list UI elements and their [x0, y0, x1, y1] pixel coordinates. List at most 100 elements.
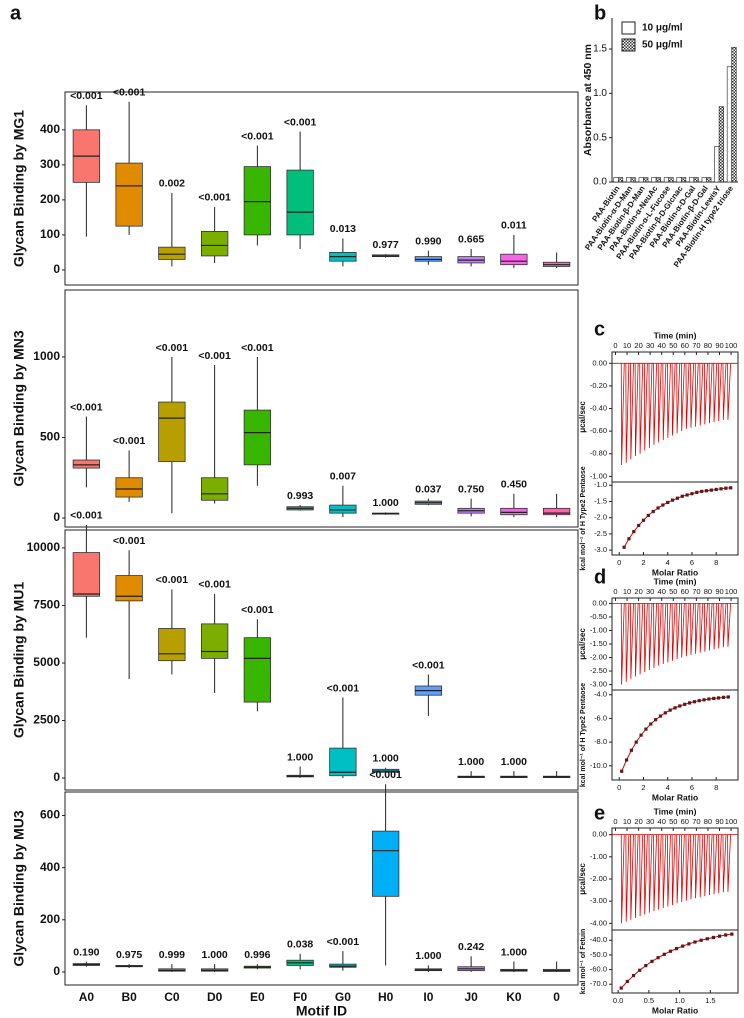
box — [500, 507, 528, 516]
injection-peak — [708, 834, 713, 895]
p-value: 0.977 — [372, 239, 398, 251]
x-tick-label: 4 — [666, 783, 670, 792]
injection-peak — [653, 834, 658, 912]
data-point — [651, 509, 655, 514]
box — [243, 637, 272, 703]
injection-peak — [648, 603, 653, 670]
injection-peak — [639, 363, 644, 454]
data-point — [637, 523, 641, 528]
legend-label: 10 μg/ml — [642, 23, 683, 34]
x-axis-label: Molar Ratio — [652, 1005, 698, 1015]
x-tick-label: 90 — [715, 587, 723, 596]
panel-letter: b — [594, 2, 606, 24]
x-tick-label: 60 — [681, 587, 689, 596]
x-tick-label: 30 — [646, 817, 654, 826]
data-point — [683, 702, 687, 706]
x-axis-label: Time (min) — [654, 806, 697, 816]
p-value: 0.007 — [330, 471, 356, 483]
x-axis-label: Molar Ratio — [652, 792, 698, 802]
data-point — [620, 769, 624, 773]
data-point — [624, 758, 629, 762]
p-value: <0.001 — [369, 769, 402, 781]
x-tick-label: 70 — [692, 587, 700, 596]
y-tick-label: -2.0 — [594, 513, 607, 522]
x-tick-label: 40 — [658, 587, 666, 596]
y-tick-label: -1.0 — [594, 480, 607, 489]
x-tick-label: K0 — [506, 990, 522, 1004]
bar — [726, 66, 733, 183]
x-tick-label: 0 — [613, 817, 617, 826]
y-axis-label: Glycan Binding by MG1 — [11, 110, 27, 267]
data-point — [649, 722, 653, 726]
injection-peak — [727, 363, 732, 420]
p-value: 0.242 — [458, 941, 484, 953]
injection-peak — [704, 363, 708, 425]
injection-peak — [634, 834, 639, 919]
p-value: <0.001 — [241, 130, 274, 142]
injection-peak — [648, 834, 653, 913]
bar — [693, 177, 699, 183]
p-value: 0.996 — [244, 949, 270, 961]
injection-peak — [680, 363, 685, 432]
injection-peak — [620, 603, 625, 685]
p-value: <0.001 — [198, 579, 231, 591]
y-tick-label: 0 — [53, 964, 60, 978]
injection-peak — [671, 603, 676, 661]
bar — [689, 177, 695, 183]
p-value: 1.000 — [458, 756, 484, 768]
x-tick-label: 10 — [623, 341, 631, 350]
plot-frame — [611, 689, 739, 781]
y-tick-label: 0 — [53, 770, 60, 784]
data-point — [712, 696, 716, 701]
y-tick-label: -3.00 — [590, 680, 607, 689]
y-tick-label: 0.0 — [593, 177, 607, 188]
x-tick-label: J0 — [464, 990, 478, 1004]
injection-peak — [662, 363, 667, 441]
y-axis-label: Glycan Binding by MU3 — [11, 810, 27, 967]
bar — [701, 177, 707, 183]
data-point — [650, 959, 654, 963]
data-point — [680, 494, 684, 498]
y-axis-label: Glycan Binding by MU1 — [11, 582, 27, 739]
data-point — [631, 973, 636, 978]
p-value: <0.001 — [113, 535, 146, 547]
injection-peak — [639, 834, 644, 917]
x-tick-label: 70 — [692, 817, 700, 826]
plot-frame — [64, 791, 579, 986]
data-point — [678, 704, 682, 708]
data-point — [707, 697, 711, 701]
x-tick-label: 60 — [681, 817, 689, 826]
box — [329, 747, 357, 777]
p-value: 0.037 — [415, 483, 441, 495]
x-tick-label: 0.0 — [613, 996, 623, 1005]
injection-peak — [717, 834, 722, 894]
data-point — [670, 498, 675, 502]
data-point — [668, 708, 672, 712]
injection-peak — [620, 834, 625, 924]
injection-peak — [657, 603, 662, 666]
fit-curve — [620, 933, 732, 989]
x-tick-label: 1.5 — [705, 996, 715, 1005]
injection-peak — [667, 363, 671, 438]
injection-peak — [625, 834, 630, 922]
data-point — [695, 490, 699, 494]
y-tick-label: 0.00 — [592, 358, 607, 367]
injection-peak — [676, 834, 681, 904]
injection-peak — [708, 363, 713, 424]
x-tick-label: 0.5 — [644, 996, 654, 1005]
bar — [651, 177, 657, 183]
y-tick-label: 0.5 — [593, 132, 607, 143]
x-tick-label: 90 — [715, 817, 723, 826]
y-tick-label: -0.80 — [590, 449, 607, 458]
x-tick-label: 0 — [553, 990, 560, 1004]
injection-peak — [639, 603, 644, 675]
p-value: 0.993 — [287, 490, 313, 502]
box — [243, 409, 272, 466]
data-point — [699, 938, 703, 942]
y-tick-label: -2.50 — [590, 666, 607, 675]
y-tick-label: 300 — [40, 157, 60, 171]
y-tick-label: -70.0 — [590, 979, 607, 988]
data-point — [663, 711, 667, 715]
injection-peak — [717, 363, 722, 421]
